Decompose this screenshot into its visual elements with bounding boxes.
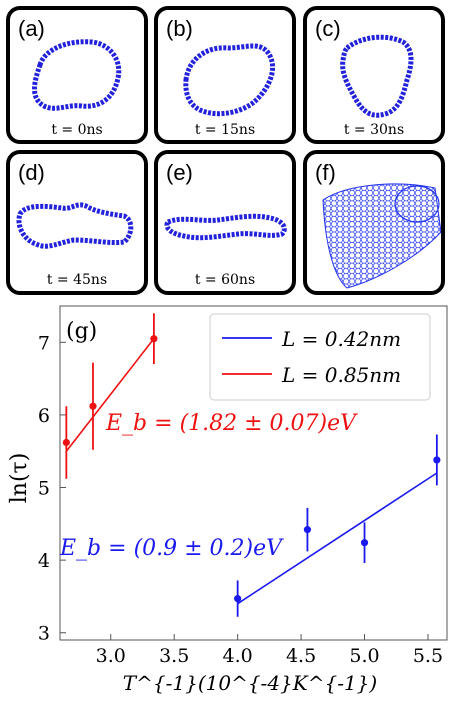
data-point	[360, 539, 369, 547]
data-point	[150, 335, 158, 343]
x-tick-label: 5.0	[349, 645, 379, 667]
fit-line-series-1	[65, 338, 155, 452]
time-caption: t = 0ns	[51, 122, 103, 138]
legend-label-blue: L = 0.42nm	[281, 327, 401, 351]
arrhenius-chart: 3.0 3.5 4.0 4.5 5.0 5.5 3 4 5 6 7 (g) E_b = (1.82 …	[7, 305, 448, 695]
panel-label: (b)	[166, 16, 193, 41]
x-tick-label: 4.0	[223, 645, 253, 667]
nanotube-illustration	[322, 183, 441, 289]
panel-a: (a) t = 0ns	[6, 6, 148, 144]
red-series-annotation: E_b = (1.82 ± 0.07)eV	[105, 411, 358, 436]
y-tick-label: 3	[38, 623, 50, 645]
y-axis-label: ln(τ)	[7, 453, 32, 504]
x-axis-label: T^{-1}(10^{-4}K^{-1})	[123, 671, 377, 695]
panel-d: (d) t = 45ns	[6, 150, 148, 295]
data-point	[89, 402, 97, 410]
data-point	[303, 526, 312, 534]
y-tick-label: 5	[38, 478, 50, 500]
plot-frame	[59, 305, 448, 641]
x-tick-label: 5.5	[413, 645, 443, 667]
blue-series-annotation: E_b = (0.9 ± 0.2)eV	[59, 536, 284, 561]
ring-shape	[32, 39, 122, 111]
fit-line-series-0	[237, 472, 438, 605]
y-tick-label: 6	[38, 405, 50, 427]
time-caption: t = 60ns	[194, 272, 256, 288]
panel-f: (f)	[303, 150, 445, 295]
panel-label: (e)	[166, 160, 193, 185]
legend: L = 0.42nm L = 0.85nm	[209, 313, 431, 401]
legend-box	[209, 313, 431, 401]
ring-shape	[183, 43, 276, 117]
data-point	[433, 456, 441, 464]
time-caption: t = 30ns	[343, 122, 405, 138]
x-tick-label: 3.0	[96, 645, 126, 667]
panel-e: (e) t = 60ns	[154, 150, 296, 295]
time-caption: t = 45ns	[46, 272, 108, 288]
panel-label: (a)	[18, 16, 45, 41]
ring-shape	[340, 34, 414, 118]
y-tick-label: 4	[38, 550, 50, 572]
data-point	[62, 438, 70, 447]
x-tick-label: 3.5	[159, 645, 189, 667]
panel-b: (b) t = 15ns	[154, 6, 296, 144]
legend-label-red: L = 0.85nm	[281, 363, 401, 387]
panel-label: (f)	[315, 160, 336, 185]
panel-label: (d)	[18, 160, 45, 185]
panel-c: (c) t = 30ns	[303, 6, 445, 144]
data-point	[234, 595, 242, 603]
panel-label: (c)	[315, 16, 341, 41]
ring-shape	[16, 202, 134, 249]
chart-panel-label: (g)	[66, 319, 97, 344]
x-tick-label: 4.5	[286, 645, 316, 667]
time-caption: t = 15ns	[194, 122, 256, 138]
ring-shape	[164, 213, 287, 241]
y-tick-label: 7	[38, 332, 50, 354]
